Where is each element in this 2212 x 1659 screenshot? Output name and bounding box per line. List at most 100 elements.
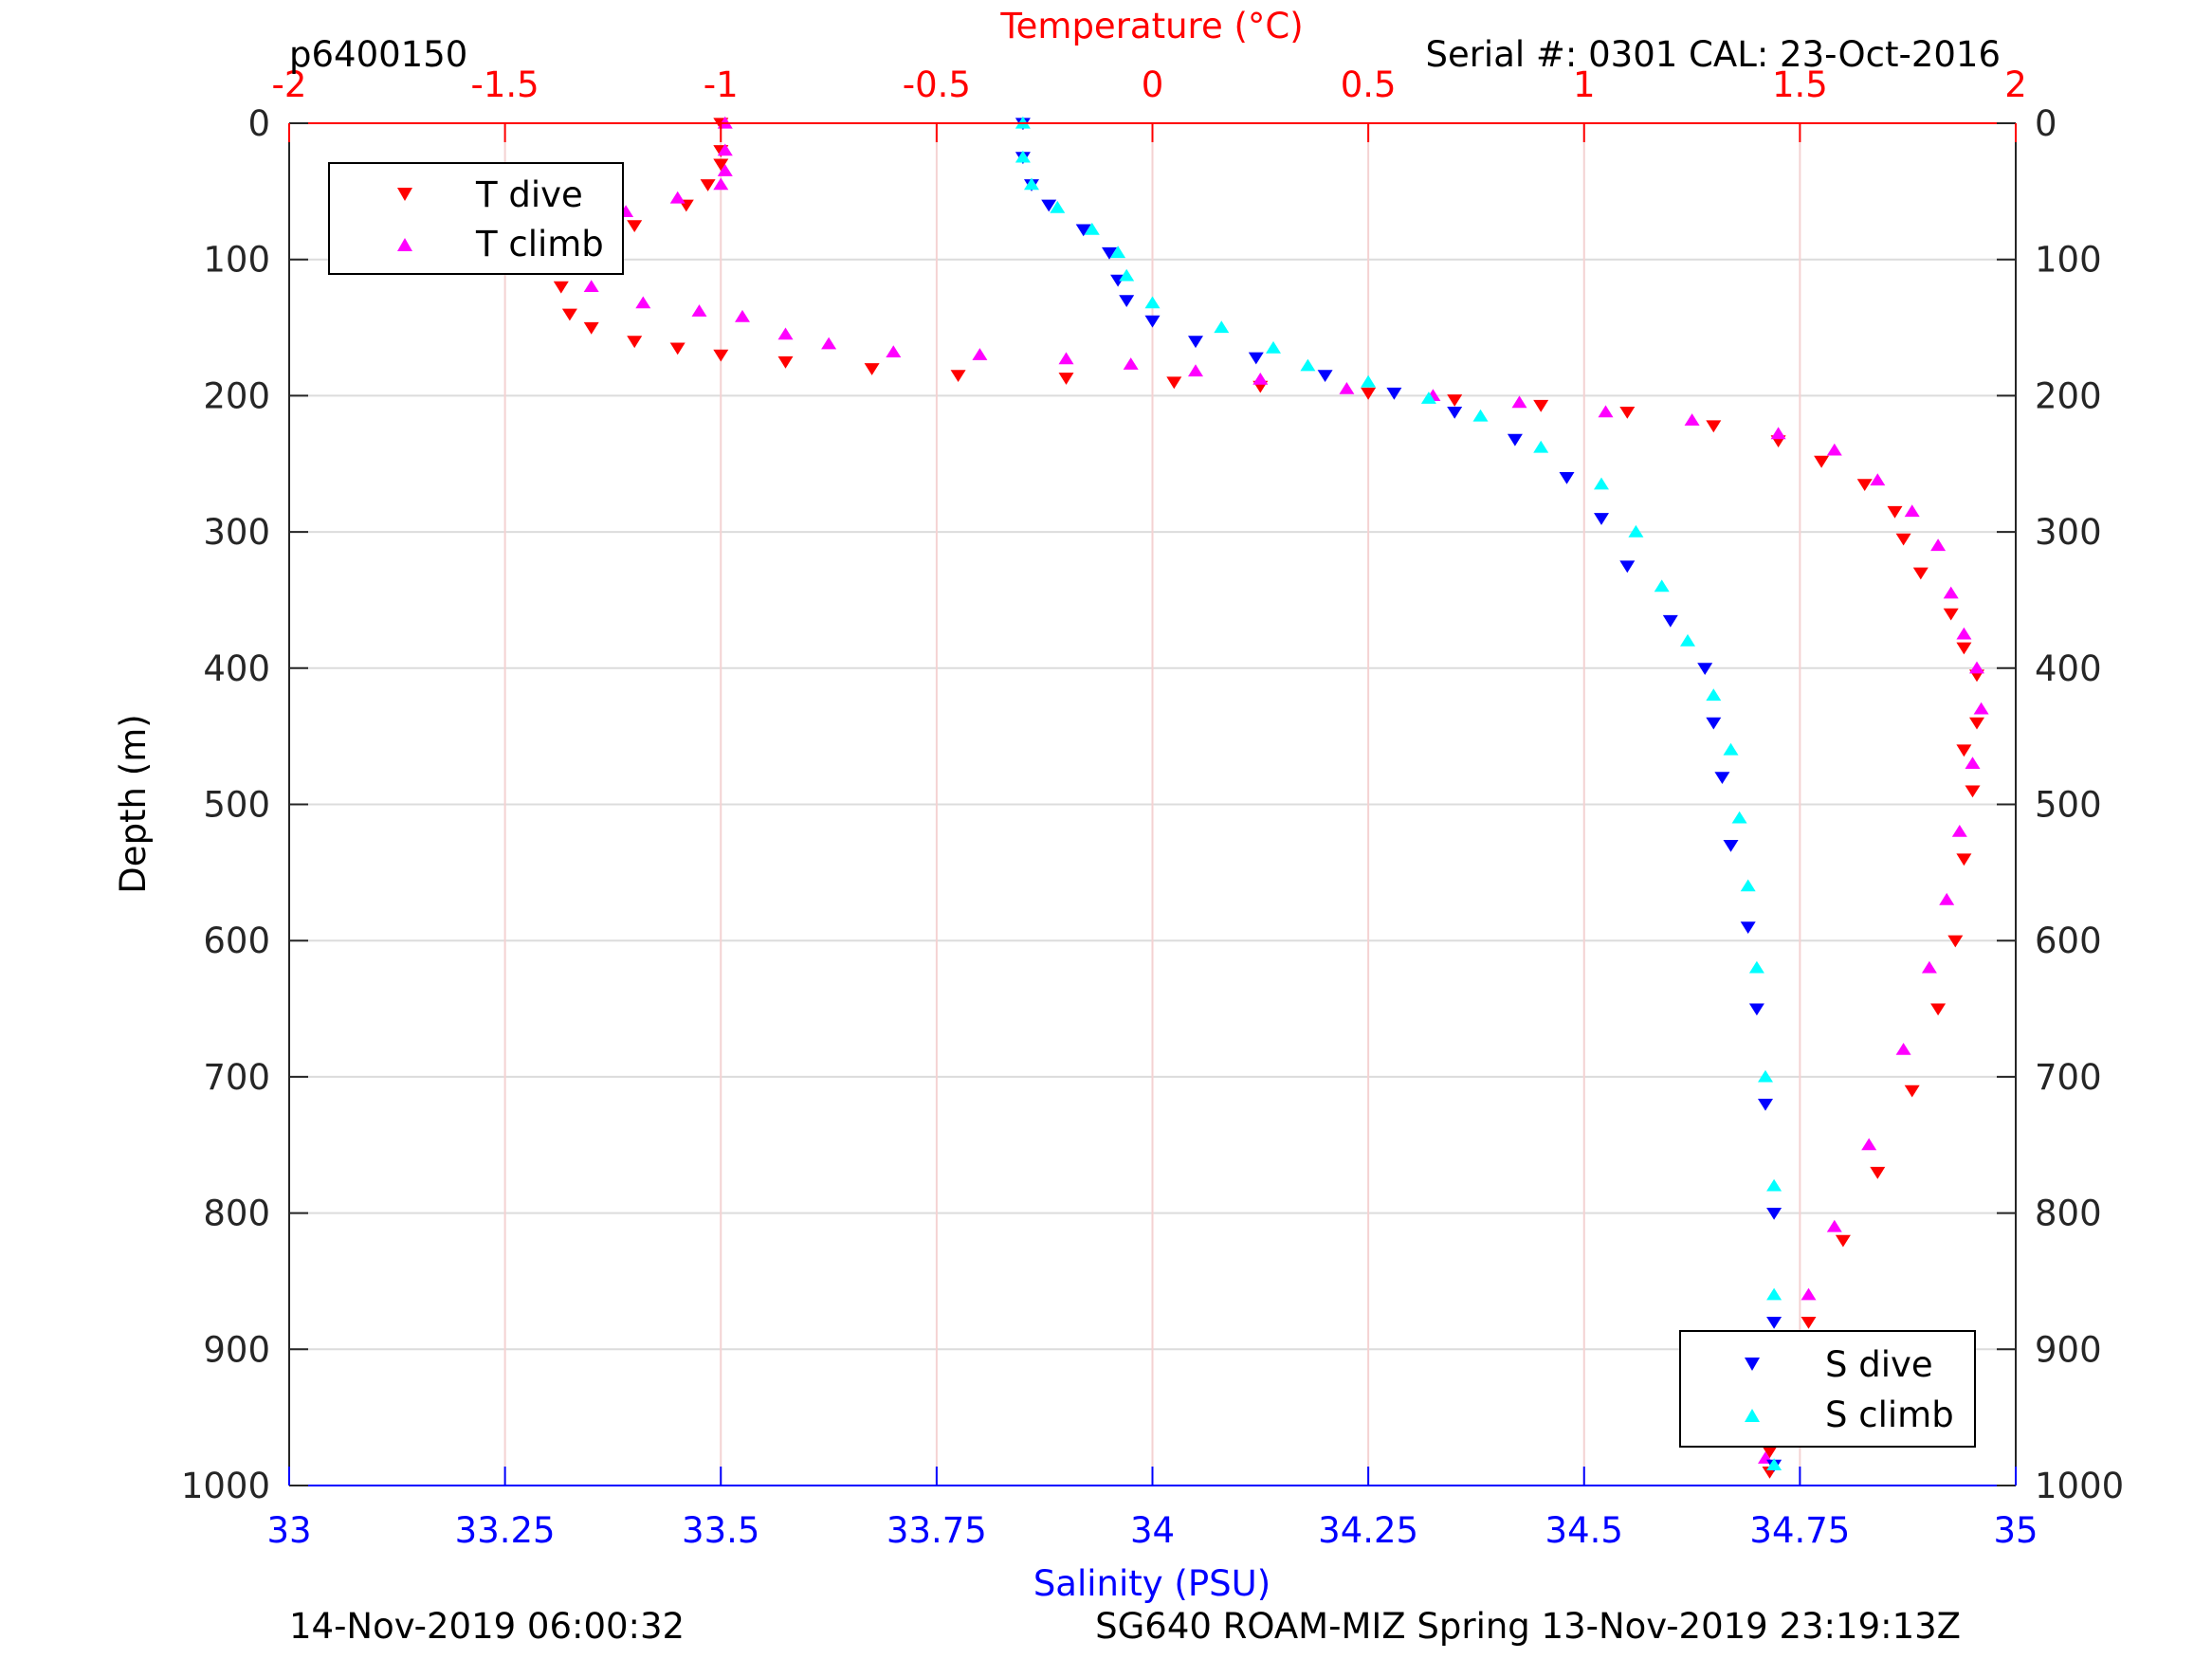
t-dive-point <box>1870 1166 1886 1179</box>
t-climb-point <box>691 304 707 317</box>
s-dive-point <box>1723 840 1739 852</box>
s-dive-point <box>1041 199 1057 212</box>
s-climb-point <box>1144 296 1161 309</box>
tick-labels: 0 0 100 100 200 200 300 300 400 400 500 500 600 600 70… <box>181 64 2124 1551</box>
s-climb-point <box>1266 340 1281 354</box>
t-dive-point <box>1706 420 1722 433</box>
s-dive-point <box>1740 921 1756 934</box>
legend-t-dive-marker <box>397 188 412 201</box>
s-dive-point <box>1075 224 1091 237</box>
s-dive-point <box>1619 560 1636 574</box>
t-dive-point <box>1835 1234 1851 1248</box>
t-climb-point <box>1930 538 1947 552</box>
s-climb-point <box>1766 1287 1782 1301</box>
y-tick-label-left: 1000 <box>181 1466 270 1506</box>
s-dive-point <box>1188 336 1203 349</box>
s-dive-point <box>1706 717 1722 730</box>
t-dive-point <box>950 370 966 382</box>
t-dive-point <box>864 363 880 375</box>
y-tick-label-left: 600 <box>203 921 270 961</box>
s-dive-point <box>1317 370 1333 382</box>
top-tick-label: -1.5 <box>471 64 539 105</box>
bottom-tick-label: 33.5 <box>682 1510 759 1551</box>
t-dive-point <box>1447 394 1463 407</box>
axes-frame <box>288 122 2017 1486</box>
y-tick-label-right: 900 <box>2035 1329 2102 1370</box>
s-climb-point <box>1731 811 1747 824</box>
t-dive-point <box>553 281 569 294</box>
s-climb-point <box>1533 440 1549 453</box>
t-dive-point <box>1912 567 1929 580</box>
legend-t-climb-label: T climb <box>475 224 604 264</box>
t-climb-point <box>735 309 750 322</box>
s-dive-point <box>1507 433 1523 447</box>
top-tick-label: -0.5 <box>903 64 971 105</box>
t-dive-point <box>1947 935 1964 948</box>
y-tick-label-left: 900 <box>203 1329 270 1370</box>
y-tick-label-right: 700 <box>2035 1057 2102 1098</box>
t-climb-point <box>1058 352 1074 365</box>
s-climb-point <box>1706 688 1722 702</box>
t-dive-point <box>1762 1446 1778 1459</box>
top-tick-label: 0.5 <box>1341 64 1397 105</box>
t-dive-point <box>669 342 686 356</box>
t-dive-point <box>700 179 716 191</box>
y-tick-label-right: 600 <box>2035 921 2102 961</box>
t-dive-point <box>1814 455 1830 468</box>
t-climb-point <box>1904 504 1920 518</box>
t-climb-point <box>1965 757 1981 769</box>
s-climb-point <box>1723 742 1739 756</box>
t-climb-point <box>1826 443 1842 456</box>
t-dive-point <box>1887 505 1903 519</box>
t-climb-point <box>1951 825 1967 837</box>
y-tick-label-left: 500 <box>203 785 270 826</box>
bottom-tick-label: 33.25 <box>455 1510 556 1551</box>
s-climb-point <box>1472 409 1489 422</box>
s-dive-point <box>1386 387 1402 400</box>
t-climb-point <box>1921 960 1937 974</box>
t-dive-point <box>1956 853 1972 866</box>
legend-temperature: T dive T climb <box>328 162 624 275</box>
t-climb-point <box>1598 405 1614 418</box>
s-dive-point <box>1766 1317 1782 1329</box>
bottom-tick-label: 34 <box>1130 1510 1175 1551</box>
grid-lines <box>289 123 2016 1486</box>
t-climb-point <box>1770 427 1786 440</box>
t-dive-point <box>1904 1085 1920 1098</box>
y-tick-label-right: 400 <box>2035 648 2102 689</box>
t-climb-point <box>717 143 733 156</box>
t-climb-point <box>1684 413 1700 426</box>
legend-t-dive-label: T dive <box>475 174 583 215</box>
s-climb-point <box>1050 200 1066 213</box>
t-climb-point <box>1895 1043 1911 1055</box>
y-tick-label-right: 500 <box>2035 785 2102 826</box>
top-tick-label: 2 <box>2004 64 2027 105</box>
s-climb-point <box>1758 1069 1773 1083</box>
y-tick-label-right: 200 <box>2035 375 2102 416</box>
t-dive-point <box>1533 399 1549 412</box>
s-climb-point <box>1214 320 1230 334</box>
t-climb-point <box>1943 586 1959 599</box>
s-climb-point <box>1110 246 1126 259</box>
t-dive-point <box>583 321 599 335</box>
y-tick-label-right: 0 <box>2035 103 2057 144</box>
y-tick-label-right: 100 <box>2035 240 2102 281</box>
y-tick-label-left: 400 <box>203 648 270 689</box>
legend-s-dive-marker <box>1745 1358 1760 1371</box>
s-climb-point <box>1766 1458 1782 1470</box>
s-climb-point <box>1766 1178 1782 1192</box>
s-climb-point <box>1119 268 1135 282</box>
t-climb-point <box>1826 1219 1842 1232</box>
t-climb-point <box>713 177 729 191</box>
t-climb-point <box>635 296 651 309</box>
top-tick-label: -1 <box>704 64 739 105</box>
t-dive-point <box>777 356 794 369</box>
bottom-tick-label: 33 <box>266 1510 311 1551</box>
t-dive-point <box>1969 717 1984 730</box>
top-tick-label: 1.5 <box>1772 64 1828 105</box>
s-dive-point <box>1248 352 1264 365</box>
t-climb-point <box>972 348 988 360</box>
t-climb-point <box>1252 373 1269 385</box>
t-dive-point <box>713 158 729 172</box>
y-tick-label-right: 1000 <box>2035 1466 2124 1506</box>
